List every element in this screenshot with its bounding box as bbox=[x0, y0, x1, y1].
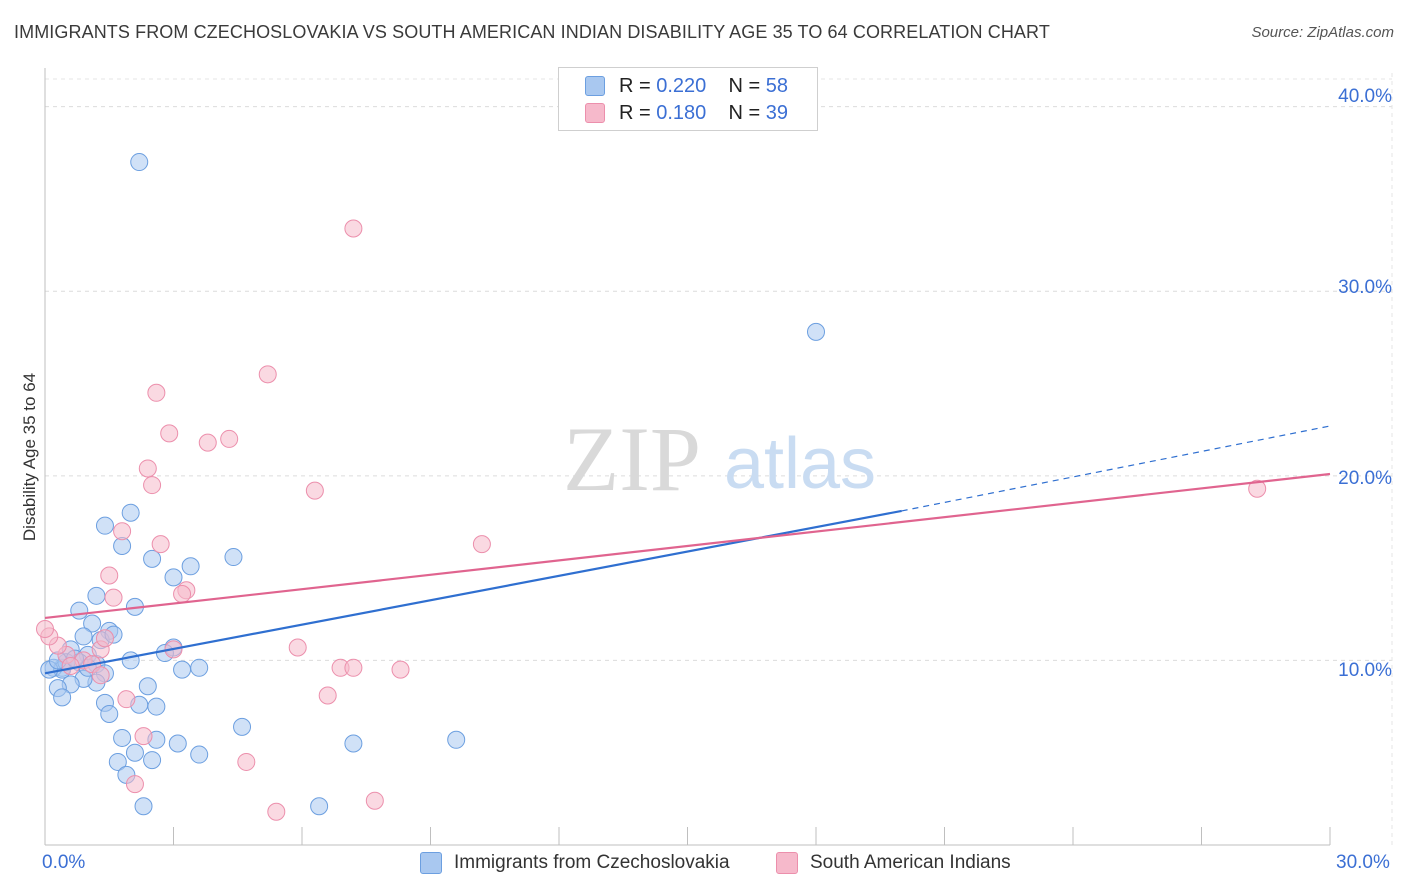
czechoslovakia-point bbox=[95, 516, 114, 535]
czechoslovakia-point bbox=[108, 752, 127, 771]
south-american-indian-point bbox=[391, 660, 410, 679]
south-american-indian-point bbox=[220, 429, 239, 448]
x-tick-label-left: 0.0% bbox=[42, 852, 86, 873]
czechoslovakia-point bbox=[74, 627, 93, 646]
data-points bbox=[36, 153, 1267, 821]
south-american-indian-point bbox=[472, 535, 491, 554]
legend-item-south-american-indians: South American Indians bbox=[776, 852, 1011, 874]
czechoslovakia-point bbox=[138, 677, 157, 696]
south-american-indian-point bbox=[95, 629, 114, 648]
south-american-indian-point bbox=[104, 588, 123, 607]
y-tick-label: 10.0% bbox=[1338, 660, 1392, 681]
czechoslovakia-point bbox=[224, 548, 243, 567]
y-axis-label: Disability Age 35 to 64 bbox=[20, 372, 39, 542]
czechoslovakia-point bbox=[181, 557, 200, 576]
south-american-indian-point bbox=[267, 802, 286, 821]
czechoslovakia-point bbox=[143, 751, 162, 770]
correlation-legend: R = 0.220 N = 58 R = 0.180 N = 39 bbox=[558, 67, 818, 131]
r-value: 0.180 bbox=[656, 101, 707, 124]
pink-swatch bbox=[585, 103, 605, 123]
czechoslovakia-point bbox=[447, 730, 466, 749]
czechoslovakia-trend-extension bbox=[901, 425, 1331, 512]
pink-swatch bbox=[776, 852, 798, 874]
legend-label: South American Indians bbox=[810, 852, 1011, 873]
south-american-indian-point bbox=[61, 656, 80, 675]
south-american-indian-point bbox=[365, 791, 384, 810]
south-american-indian-point bbox=[160, 424, 179, 443]
czechoslovakia-point bbox=[125, 743, 144, 762]
y-tick-label: 30.0% bbox=[1338, 277, 1392, 298]
czechoslovakia-point bbox=[70, 601, 89, 620]
watermark-zip: ZIP bbox=[563, 408, 701, 510]
n-label: N = bbox=[728, 101, 761, 124]
south-american-indian-point bbox=[91, 666, 110, 685]
czechoslovakia-point bbox=[344, 734, 363, 753]
czechoslovakia-point bbox=[87, 586, 106, 605]
czechoslovakia-point bbox=[134, 797, 153, 816]
south-american-indian-point bbox=[36, 620, 54, 639]
blue-swatch bbox=[585, 76, 605, 96]
chart-title: IMMIGRANTS FROM CZECHOSLOVAKIA VS SOUTH … bbox=[14, 22, 1050, 42]
n-value: 58 bbox=[765, 74, 789, 97]
czechoslovakia-point bbox=[121, 651, 140, 670]
south-american-indian-point bbox=[138, 459, 157, 478]
blue-swatch bbox=[420, 852, 442, 874]
south-american-indian-point bbox=[318, 686, 337, 705]
czechoslovakia-point bbox=[190, 745, 209, 764]
r-label: R = bbox=[619, 74, 651, 97]
r-value: 0.220 bbox=[656, 74, 707, 97]
south-american-indian-point bbox=[143, 476, 162, 495]
czechoslovakia-point bbox=[121, 503, 140, 522]
czechoslovakia-point bbox=[233, 717, 252, 736]
south-american-indian-point bbox=[198, 433, 217, 452]
south-american-indian-point bbox=[100, 566, 119, 585]
watermark-atlas: atlas bbox=[724, 424, 876, 504]
south-american-indian-trend-line bbox=[44, 472, 1331, 620]
south-american-indian-point bbox=[151, 535, 170, 554]
n-value: 39 bbox=[765, 101, 789, 124]
czechoslovakia-point bbox=[807, 322, 825, 341]
south-american-indian-point bbox=[305, 481, 324, 500]
south-american-indian-point bbox=[147, 383, 166, 402]
czechoslovakia-point bbox=[310, 797, 329, 816]
axes bbox=[44, 68, 1331, 846]
south-american-indian-point bbox=[237, 752, 256, 771]
czechoslovakia-point bbox=[147, 697, 166, 716]
y-tick-label: 40.0% bbox=[1338, 86, 1392, 107]
czechoslovakia-point bbox=[164, 568, 183, 587]
czechoslovakia-point bbox=[130, 153, 149, 172]
x-tick-label-right: 30.0% bbox=[1336, 852, 1390, 873]
czechoslovakia-point bbox=[143, 549, 162, 568]
y-tick-label: 20.0% bbox=[1338, 468, 1392, 489]
czechoslovakia-point bbox=[83, 614, 102, 633]
trend-lines bbox=[44, 425, 1331, 675]
legend-item-czechoslovakia: Immigrants from Czechoslovakia bbox=[420, 852, 730, 874]
south-american-indian-point bbox=[113, 522, 132, 541]
czechoslovakia-point bbox=[100, 704, 119, 723]
r-label: R = bbox=[619, 101, 651, 124]
czechoslovakia-point bbox=[53, 688, 72, 707]
source-label: Source: ZipAtlas.com bbox=[1251, 24, 1394, 41]
legend-label: Immigrants from Czechoslovakia bbox=[454, 852, 730, 873]
legend-row-text: R = 0.180 N = 39 bbox=[619, 102, 788, 125]
south-american-indian-point bbox=[117, 690, 136, 709]
n-label: N = bbox=[728, 74, 761, 97]
south-american-indian-point bbox=[134, 727, 153, 746]
south-american-indian-point bbox=[288, 638, 307, 657]
south-american-indian-point bbox=[344, 658, 363, 677]
south-american-indian-point bbox=[1248, 479, 1267, 498]
south-american-indian-point bbox=[125, 775, 144, 794]
legend-row-text: R = 0.220 N = 58 bbox=[619, 75, 788, 98]
czechoslovakia-point bbox=[173, 660, 192, 679]
south-american-indian-point bbox=[173, 584, 192, 603]
south-american-indian-point bbox=[258, 365, 277, 384]
south-american-indian-point bbox=[344, 219, 363, 238]
czechoslovakia-point bbox=[168, 734, 187, 753]
czechoslovakia-point bbox=[113, 728, 132, 747]
czechoslovakia-point bbox=[190, 658, 209, 677]
